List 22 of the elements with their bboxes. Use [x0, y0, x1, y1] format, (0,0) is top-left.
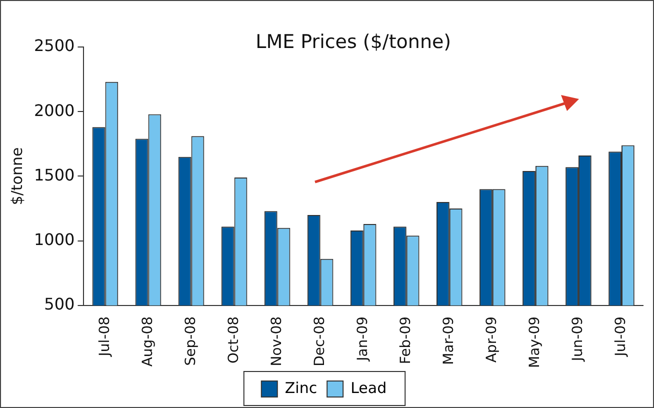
y-tick-label: 2500 [34, 36, 75, 56]
x-tick-label: Jan-09 [355, 316, 371, 362]
x-tick-label: Oct-08 [226, 316, 242, 364]
x-tick-label: Feb-09 [398, 316, 414, 364]
legend-label: Lead [350, 378, 387, 397]
x-tick-label: Aug-08 [140, 316, 156, 367]
y-tick-label: 1000 [34, 230, 75, 249]
x-tick-label: Jun-09 [570, 316, 586, 362]
x-tick-label: Apr-09 [484, 316, 500, 363]
y-tick-label: 2000 [34, 100, 75, 120]
x-tick-label: Jul-09 [613, 316, 630, 358]
x-tick-label: Sep-08 [182, 316, 199, 366]
chart-title: LME Prices ($/tonne) [256, 30, 452, 53]
legend-label: Zinc [284, 378, 318, 397]
x-tick-label: May-09 [527, 316, 544, 368]
y-tick-label: 500 [44, 294, 75, 314]
y-tick-label: 1500 [34, 165, 75, 184]
x-tick-label: Nov-08 [268, 316, 285, 366]
x-tick-label: Mar-09 [441, 316, 458, 365]
x-tick-label: Dec-08 [312, 316, 328, 366]
x-tick-label: Jul-08 [96, 316, 113, 358]
y-axis-title: $/tonne [8, 147, 26, 206]
